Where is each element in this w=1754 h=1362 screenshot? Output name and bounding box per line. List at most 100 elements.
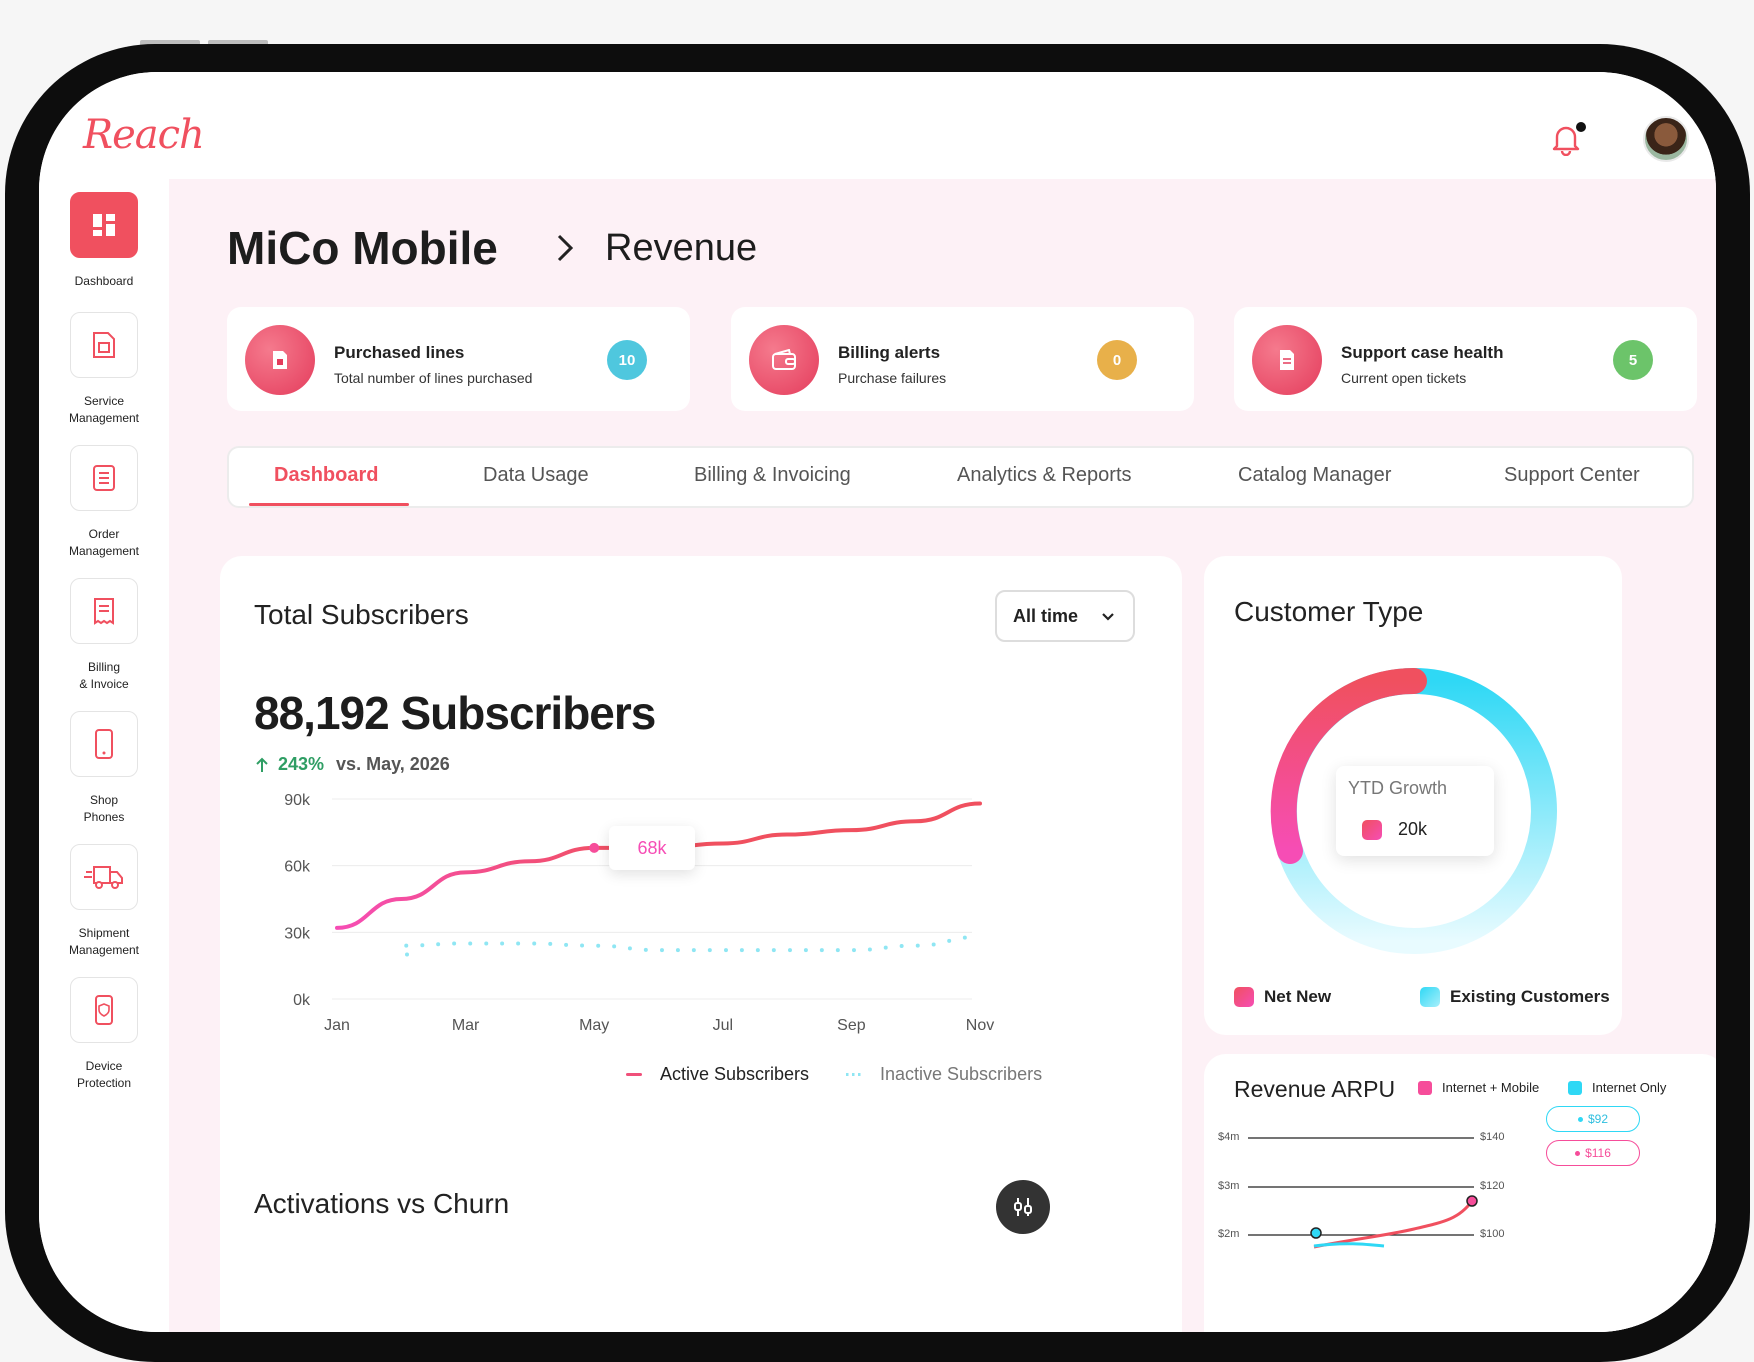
legend-net-new[interactable]: Net New <box>1234 987 1331 1007</box>
kpi-card-support-case-health[interactable]: Support case health Current open tickets… <box>1234 307 1697 411</box>
arpu-left-tick: $2m <box>1218 1228 1240 1240</box>
growth-indicator: 243% vs. May, 2026 <box>254 754 450 775</box>
sidebar: Dashboard Service Management Order Manag… <box>39 179 169 1332</box>
card-title: Customer Type <box>1234 596 1424 627</box>
sim-card-icon <box>70 312 138 378</box>
legend-label: Internet Only <box>1592 1080 1667 1095</box>
kpi-title: Support case health <box>1341 343 1504 362</box>
chart-settings-button[interactable] <box>996 1180 1050 1234</box>
card-title: Total Subscribers <box>254 599 469 630</box>
internet-only-line <box>1313 1242 1385 1248</box>
x-axis-tick-label: Jan <box>324 1017 350 1034</box>
pill-dot <box>1575 1150 1581 1156</box>
existing-customers-swatch <box>1420 987 1440 1007</box>
legend-label: Internet + Mobile <box>1442 1080 1540 1095</box>
net-new-arc[interactable] <box>1270 667 1427 864</box>
card-title: Revenue ARPU <box>1234 1076 1396 1102</box>
internet-mobile-swatch <box>1418 1080 1432 1095</box>
sidebar-item-label: Shipment Management <box>68 926 140 957</box>
kpi-card-purchased-lines[interactable]: Purchased lines Total number of lines pu… <box>227 307 690 411</box>
pill-dot <box>1577 1116 1583 1122</box>
x-axis-tick-label: Mar <box>452 1017 480 1034</box>
phone-icon <box>70 711 138 777</box>
user-avatar[interactable] <box>1643 116 1689 162</box>
chart-tooltip: 68k <box>609 826 695 870</box>
inactive-subscribers-line <box>400 934 982 957</box>
kpi-title: Billing alerts <box>838 343 941 362</box>
tablet-frame: Reach Dashboard Service Management <box>5 44 1750 1362</box>
chevron-right-icon <box>557 234 574 262</box>
sidebar-item-shop-phones[interactable]: Shop Phones <box>39 711 169 826</box>
page-title: MiCo Mobile <box>227 222 498 274</box>
active-subscribers-point[interactable] <box>589 842 600 853</box>
arpu-left-tick: $4m <box>1218 1131 1240 1143</box>
main-content: MiCo Mobile Revenue Purchased lines Tota… <box>169 179 1716 1332</box>
y-axis-tick-label: 0k <box>293 992 311 1009</box>
growth-percent: 243% <box>278 754 325 774</box>
receipt-icon <box>70 578 138 644</box>
legend-inactive[interactable]: Inactive Subscribers <box>846 1064 1042 1085</box>
legend-active[interactable]: Active Subscribers <box>626 1064 809 1085</box>
sidebar-item-shipment-management[interactable]: Shipment Management <box>39 844 169 959</box>
card-title: Activations vs Churn <box>254 1188 510 1219</box>
sidebar-item-dashboard[interactable]: Dashboard <box>39 192 169 290</box>
internet-mobile-point[interactable] <box>1466 1195 1478 1207</box>
kpi-count-badge: 10 <box>607 340 647 380</box>
net-new-swatch <box>1362 820 1382 840</box>
tab-support-center[interactable]: Support Center <box>1504 464 1640 486</box>
time-range-dropdown[interactable]: All time <box>995 590 1135 642</box>
pill-value: $92 <box>1587 1112 1609 1126</box>
arpu-pill-internet-mobile[interactable]: $116 <box>1546 1140 1640 1166</box>
internet-only-point[interactable] <box>1310 1227 1322 1239</box>
legend-label: Active Subscribers <box>660 1064 810 1084</box>
sidebar-item-order-management[interactable]: Order Management <box>39 445 169 560</box>
sidebar-item-billing-invoice[interactable]: Billing & Invoice <box>39 578 169 693</box>
customer-type-donut <box>1270 667 1557 954</box>
arpu-pill-internet-only[interactable]: $92 <box>1546 1106 1640 1132</box>
kpi-card-billing-alerts[interactable]: Billing alerts Purchase failures 0 <box>731 307 1194 411</box>
legend-existing-customers[interactable]: Existing Customers <box>1420 987 1610 1007</box>
arpu-left-tick: $3m <box>1218 1180 1240 1192</box>
y-axis-tick-label: 90k <box>284 792 311 809</box>
x-axis-tick-label: Nov <box>966 1017 994 1034</box>
growth-comparison: vs. May, 2026 <box>336 754 450 774</box>
tab-data-usage[interactable]: Data Usage <box>483 464 589 486</box>
legend-label: Inactive Subscribers <box>880 1064 1043 1084</box>
sidebar-item-service-management[interactable]: Service Management <box>39 312 169 427</box>
legend-label: Net New <box>1264 987 1332 1006</box>
internet-mobile-line <box>1313 1200 1474 1249</box>
revenue-arpu-card: Revenue ARPU Internet + Mobile Internet … <box>1204 1054 1716 1332</box>
legend-internet-mobile[interactable]: Internet + Mobile <box>1418 1080 1539 1095</box>
legend-inactive-swatch <box>846 1073 862 1076</box>
sidebar-item-label: Billing & Invoice <box>79 660 129 691</box>
tooltip-label: YTD Growth <box>1348 778 1448 798</box>
dropdown-value: All time <box>1013 605 1079 626</box>
legend-internet-only[interactable]: Internet Only <box>1568 1080 1666 1095</box>
tab-billing-invoicing[interactable]: Billing & Invoicing <box>694 464 851 486</box>
total-subscribers-card: Total Subscribers All time 88,192 Subscr… <box>220 556 1182 1194</box>
dashboard-icon <box>70 192 138 258</box>
subscribers-line-chart: 90k 60k 30k 0k Jan Mar May Jul Sep Nov <box>284 792 994 1034</box>
kpi-subtitle: Purchase failures <box>838 370 947 386</box>
x-axis-tick-label: Sep <box>837 1017 866 1034</box>
sidebar-item-device-protection[interactable]: Device Protection <box>39 977 169 1092</box>
arpu-right-tick: $120 <box>1480 1180 1505 1192</box>
sliders-icon <box>1014 1198 1032 1216</box>
x-axis-tick-label: Jul <box>713 1017 733 1034</box>
ytd-growth-tooltip: YTD Growth 20k <box>1336 766 1494 856</box>
sidebar-item-label: Device Protection <box>76 1059 132 1090</box>
tab-bar: Dashboard Data Usage Billing & Invoicing… <box>227 446 1694 508</box>
tab-analytics-reports[interactable]: Analytics & Reports <box>957 464 1132 486</box>
arpu-right-tick: $100 <box>1480 1228 1505 1240</box>
tab-dashboard[interactable]: Dashboard <box>274 464 379 486</box>
tab-catalog-manager[interactable]: Catalog Manager <box>1238 464 1392 486</box>
sim-icon <box>245 325 315 395</box>
customer-type-card: Customer Type <box>1204 556 1622 1035</box>
reach-logo: Reach <box>83 112 205 158</box>
wallet-icon <box>749 325 819 395</box>
sidebar-item-label: Dashboard <box>74 274 134 288</box>
page-subtitle: Revenue <box>605 227 758 269</box>
kpi-subtitle: Total number of lines purchased <box>334 370 533 386</box>
bell-icon[interactable] <box>1551 122 1581 156</box>
notification-dot <box>1576 122 1586 132</box>
